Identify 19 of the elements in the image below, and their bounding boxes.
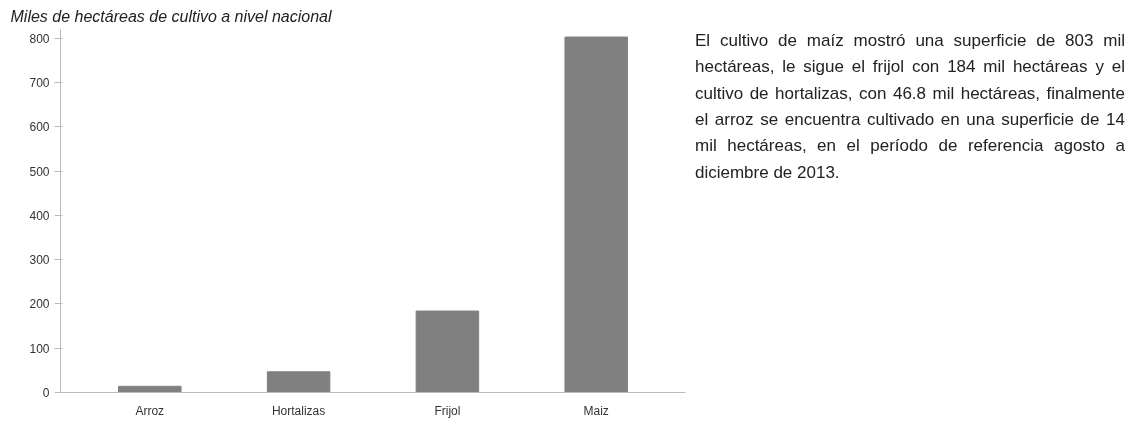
y-tick-label: 100 [29,341,50,356]
x-tick-label: Maiz [583,403,609,418]
y-tick-label: 300 [29,253,50,268]
x-tick-label: Arroz [135,403,165,418]
y-tick-label: 0 [42,386,50,400]
y-tick-label: 700 [29,76,50,91]
y-tick-label: 200 [29,297,50,312]
bar [118,385,182,393]
y-tick-label: 500 [29,164,50,179]
bar [266,371,331,393]
text: El cultivo de maíz mostró una superficie de 803 mil hectáreas, le sigue el frijol con 184 mil hectáreas y el cultivo de hortalizas, con 46.8 mil hectáreas, finalmente el arroz se encuentra cultivado en una superficie de 14 mil hectáreas, en el período de referencia agosto a diciembre de 2013. [695,30,1125,184]
bar [564,36,628,393]
chart-title: Miles de hectáreas de cultivo a nivel nacional [10,7,333,25]
y-tick-label: 600 [29,120,50,135]
x-tick-label: Frijol [434,403,461,418]
y-tick-label: 800 [29,31,50,46]
y-tick-label: 400 [29,208,50,223]
x-tick-label: Hortalizas [271,403,326,418]
bar [415,310,480,393]
